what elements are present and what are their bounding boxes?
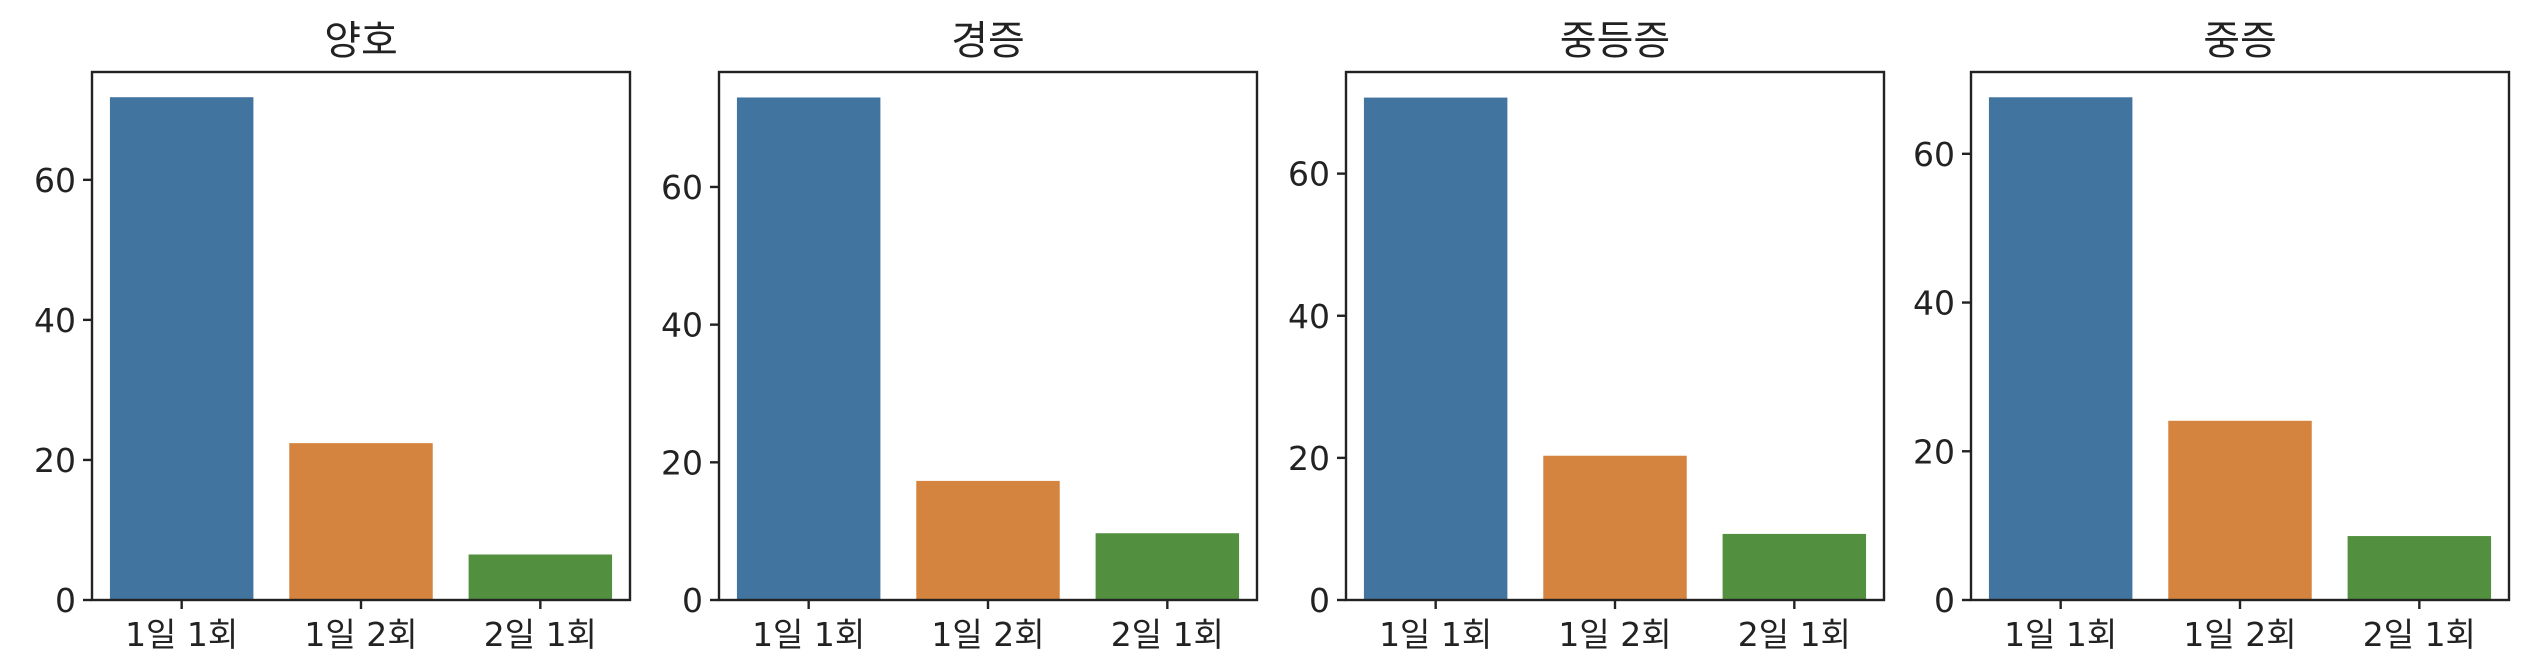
y-tick-label: 60 [661,168,703,207]
x-tick-label: 2일 1회 [484,615,597,654]
chart-panel-2: 경증 0 20 40 60 1일 1회 1일 2회 2일 1회 [661,18,1259,654]
x-tick-label: 1일 1회 [125,615,238,654]
bar-3 [1095,533,1240,600]
y-tick-label: 0 [1934,581,1955,620]
bar-1 [736,97,881,600]
x-tick-label: 2일 1회 [1738,615,1851,654]
bar-2 [289,443,433,600]
x-tick-label: 2일 1회 [1111,615,1224,654]
y-tick-label: 40 [1913,284,1955,323]
x-tick-label: 1일 1회 [752,615,865,654]
x-tick-label: 1일 1회 [2004,615,2117,654]
y-tick-label: 20 [1288,439,1330,478]
y-tick-label: 40 [34,301,76,340]
bar-1 [1988,97,2133,600]
bar-1 [1363,97,1508,600]
chart-title: 양호 [324,18,398,64]
chart-panel-3: 중등증 0 20 40 60 1일 1회 1일 2회 2일 1회 [1288,18,1886,654]
y-tick-label: 60 [1288,155,1330,194]
y-tick-label: 0 [1309,581,1330,620]
y-tick-label: 0 [55,581,76,620]
bar-1 [109,97,254,601]
y-tick-label: 20 [661,443,703,482]
y-tick-label: 40 [661,306,703,345]
bar-2 [2168,420,2312,600]
x-tick-label: 1일 2회 [304,615,417,654]
chart-panel-4: 중증 0 20 40 60 1일 1회 1일 2회 2일 1회 [1913,18,2511,654]
bar-3 [2347,536,2492,600]
y-tick-label: 40 [1288,297,1330,336]
chart-title: 중증 [2203,18,2277,64]
bar-2 [916,480,1060,600]
x-tick-label: 1일 2회 [1558,615,1671,654]
x-tick-label: 1일 2회 [2183,615,2296,654]
x-tick-label: 1일 2회 [931,615,1044,654]
x-tick-label: 2일 1회 [2363,615,2476,654]
bar-2 [1543,455,1687,600]
y-tick-label: 60 [34,161,76,200]
chart-title: 중등증 [1560,18,1670,64]
bar-3 [468,554,613,600]
chart-title: 경증 [951,18,1025,64]
chart-panel-1: 양호 0 20 40 60 1일 1회 1일 2회 2일 1회 [34,18,632,654]
y-tick-label: 0 [682,581,703,620]
y-tick-label: 60 [1913,135,1955,174]
y-tick-label: 20 [1913,432,1955,471]
bar-3 [1722,533,1867,600]
y-tick-label: 20 [34,441,76,480]
x-tick-label: 1일 1회 [1379,615,1492,654]
